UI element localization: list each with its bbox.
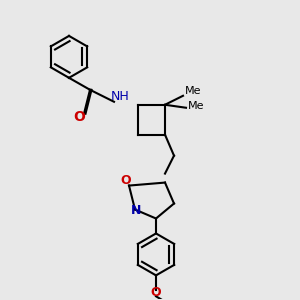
Text: N: N: [130, 204, 141, 217]
Text: O: O: [74, 110, 86, 124]
Text: Me: Me: [184, 86, 201, 96]
Text: Me: Me: [188, 101, 204, 111]
Text: O: O: [120, 174, 130, 187]
Text: NH: NH: [111, 90, 129, 103]
Text: O: O: [151, 286, 161, 299]
